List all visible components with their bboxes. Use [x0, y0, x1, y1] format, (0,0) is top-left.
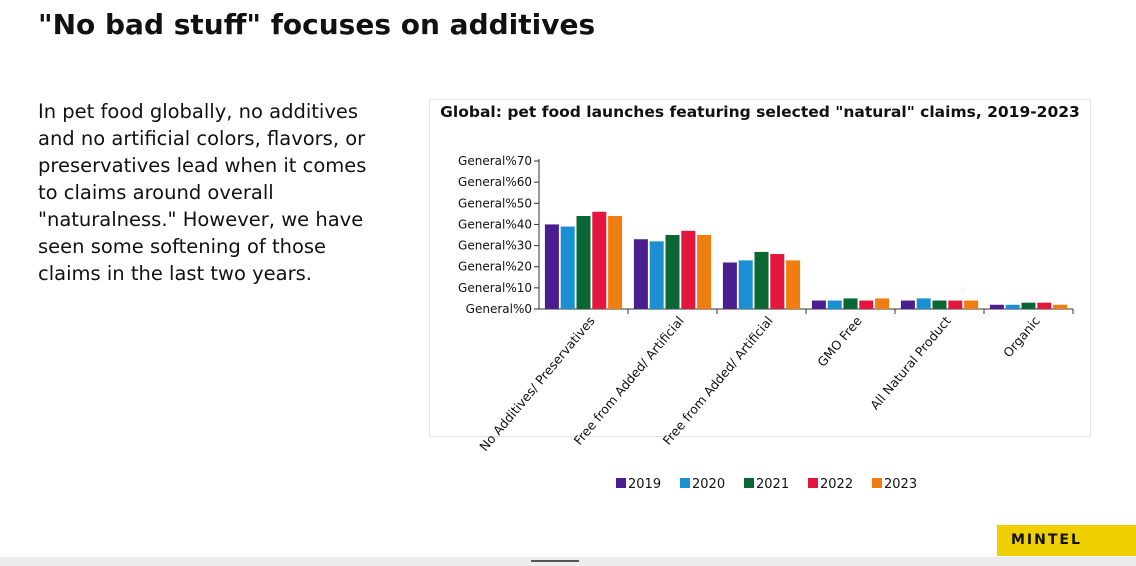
legend-label: 2022 [820, 477, 853, 492]
bar-2021-1 [576, 215, 591, 309]
legend-label: 2023 [884, 477, 917, 492]
bar-2021-6 [1021, 302, 1036, 309]
bar-2019-4 [811, 300, 826, 309]
y-tick-label: General%50 [458, 196, 532, 210]
y-tick-label: General%10 [458, 281, 532, 295]
bar-2022-4 [859, 300, 874, 309]
bar-2019-3 [722, 262, 737, 309]
home-indicator [531, 560, 579, 562]
legend-label: 2020 [692, 477, 725, 492]
bar-2019-2 [633, 239, 648, 309]
legend-swatch-2022 [808, 478, 818, 488]
bar-2022-3 [770, 254, 785, 309]
chart-title: Global: pet food launches featuring sele… [440, 103, 1080, 121]
bar-2021-3 [754, 251, 769, 309]
x-category-label: All Natural Product [867, 313, 954, 412]
mintel-logo: MINTEL [997, 525, 1136, 556]
bar-2021-4 [843, 298, 858, 309]
x-category-label: Organic [1000, 313, 1043, 360]
bar-2023-2 [697, 235, 712, 309]
bar-2023-3 [786, 260, 801, 309]
bottom-bar [0, 557, 1136, 566]
y-tick-label: General%30 [458, 239, 532, 253]
body-text: In pet food globally, no additives and n… [38, 100, 367, 285]
bar-2023-6 [1053, 304, 1068, 309]
y-tick-label: General%0 [466, 302, 532, 316]
bar-2020-3 [738, 260, 753, 309]
bar-2019-6 [989, 304, 1004, 309]
y-tick-label: General%20 [458, 260, 532, 274]
bar-2022-6 [1037, 302, 1052, 309]
slide-title: "No bad stuff" focuses on additives [38, 8, 596, 41]
bar-2020-6 [1005, 304, 1020, 309]
bar-2021-2 [665, 235, 680, 309]
bar-2020-2 [649, 241, 664, 309]
legend-swatch-2023 [872, 478, 882, 488]
legend-label: 2021 [756, 477, 789, 492]
bar-2023-4 [875, 298, 890, 309]
bar-2019-5 [900, 300, 915, 309]
bar-2020-4 [827, 300, 842, 309]
y-tick-label: General%60 [458, 175, 532, 189]
y-tick-label: General%40 [458, 217, 532, 231]
bar-2020-1 [560, 226, 575, 309]
bar-2021-5 [932, 300, 947, 309]
legend-swatch-2020 [680, 478, 690, 488]
legend-label: 2019 [628, 477, 661, 492]
bar-2020-5 [916, 298, 931, 309]
legend-swatch-2021 [744, 478, 754, 488]
bar-2023-1 [608, 215, 623, 309]
bar-2022-1 [592, 211, 607, 309]
bar-2022-5 [948, 300, 963, 309]
bar-2022-2 [681, 230, 696, 309]
bar-2019-1 [544, 224, 559, 309]
y-tick-label: General%70 [458, 154, 532, 168]
legend-swatch-2019 [616, 478, 626, 488]
x-category-label: GMO Free [814, 313, 865, 369]
bar-2023-5 [964, 300, 979, 309]
